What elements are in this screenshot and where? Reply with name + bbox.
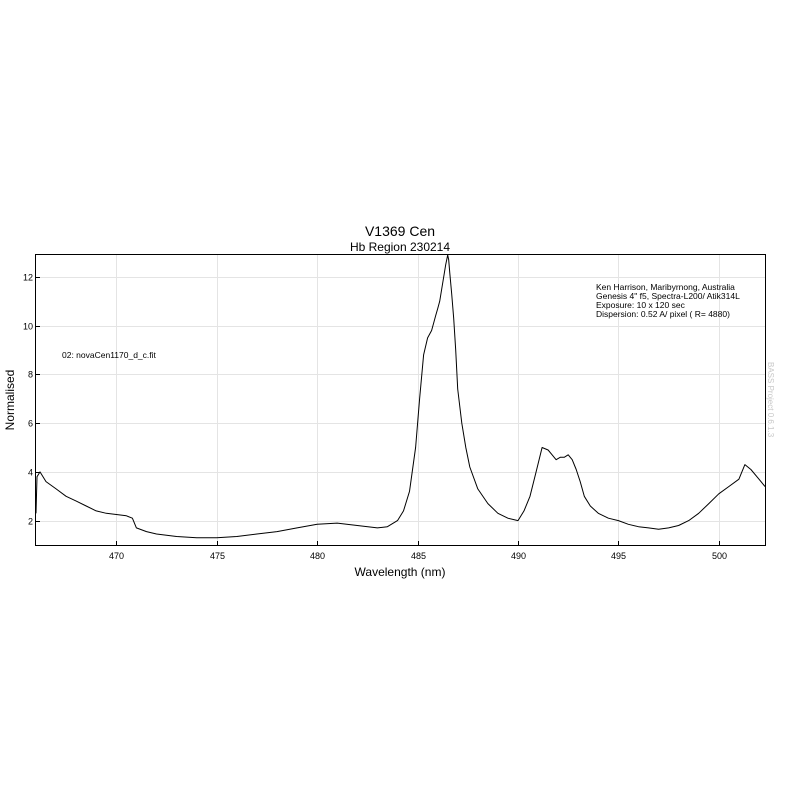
y-axis-label: Normalised [3, 370, 17, 431]
x-tick-label: 495 [611, 551, 626, 561]
chart-subtitle: Hb Region 230214 [350, 240, 450, 254]
y-tick-label: 2 [28, 517, 33, 527]
axis-ticks [36, 277, 720, 545]
y-tick-label: 12 [23, 273, 33, 283]
y-tick-label: 10 [23, 322, 33, 332]
x-axis-label: Wavelength (nm) [355, 565, 446, 579]
observer-annotations: Ken Harrison, Maribyrnong, Australia Gen… [596, 282, 740, 319]
series-label: 02: novaCen1170_d_c.fit [62, 350, 157, 360]
x-tick-label: 470 [109, 551, 124, 561]
x-tick-label: 500 [712, 551, 727, 561]
annotation-equipment: Genesis 4" f5, Spectra-L200/ Atik314L [596, 291, 740, 301]
grid-lines [36, 255, 765, 545]
annotation-observer: Ken Harrison, Maribyrnong, Australia [596, 282, 735, 292]
series-group [35, 254, 766, 539]
x-tick-label: 485 [411, 551, 426, 561]
y-tick-label: 6 [28, 419, 33, 429]
x-tick-label: 475 [210, 551, 225, 561]
y-tick-label: 8 [28, 370, 33, 380]
annotation-dispersion: Dispersion: 0.52 A/ pixel ( R= 4880) [596, 309, 730, 319]
software-watermark: BASS Project 0.6.1.3 [766, 362, 775, 438]
y-tick-label: 4 [28, 468, 33, 478]
plot-frame [35, 254, 766, 546]
spectrum-line [35, 254, 766, 539]
chart-title: V1369 Cen [365, 223, 435, 239]
axis-tick-labels: 470 475 480 485 490 495 500 2 4 6 8 10 12 [23, 273, 727, 562]
x-tick-label: 480 [310, 551, 325, 561]
annotation-exposure: Exposure: 10 x 120 sec [596, 300, 686, 310]
x-tick-label: 490 [511, 551, 526, 561]
